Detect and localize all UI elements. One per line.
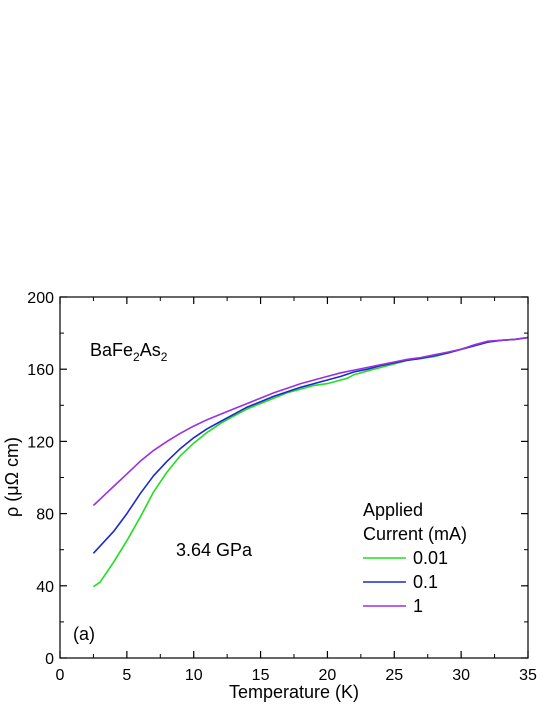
pressure-label: 3.64 GPa: [176, 540, 253, 560]
x-tick-label: 15: [252, 667, 270, 684]
x-tick-label: 0: [56, 667, 65, 684]
legend: 0.01 0.1 1: [363, 548, 448, 616]
x-tick-label: 25: [385, 667, 403, 684]
x-tick-label: 20: [319, 667, 337, 684]
legend-label-0: 0.01: [413, 548, 448, 568]
y-tick-label: 160: [27, 362, 54, 379]
y-axis-label: ρ (μΩ cm): [2, 437, 22, 517]
sample-label: BaFe2As2: [90, 340, 168, 364]
series-line-0: [92, 336, 529, 588]
series-line-1: [92, 336, 529, 554]
x-tick-label: 35: [519, 667, 537, 684]
legend-label-1: 0.1: [413, 572, 438, 592]
sample-label-sub2: 2: [161, 350, 168, 364]
series-layer: [92, 336, 529, 588]
y-tick-label: 0: [45, 651, 54, 668]
sample-label-sub1: 2: [133, 350, 140, 364]
x-tick-label: 30: [452, 667, 470, 684]
y-tick-label: 120: [27, 434, 54, 451]
legend-title-line2: Current (mA): [363, 524, 467, 544]
legend-label-2: 1: [413, 596, 423, 616]
series-line-2: [92, 336, 529, 507]
ticks-layer: 0 5 10 15 20 25 30 35 0 40 80 120 160 200: [27, 290, 537, 684]
sample-label-base: BaFe: [90, 340, 133, 360]
x-tick-label: 10: [185, 667, 203, 684]
legend-title-line1: Applied: [363, 500, 423, 520]
y-tick-label: 80: [36, 507, 54, 524]
x-tick-label: 5: [122, 667, 131, 684]
x-axis-label: Temperature (K): [229, 682, 359, 702]
panel-label: (a): [73, 624, 95, 644]
y-tick-label: 40: [36, 579, 54, 596]
y-tick-label: 200: [27, 290, 54, 307]
sample-label-mid: As: [140, 340, 161, 360]
